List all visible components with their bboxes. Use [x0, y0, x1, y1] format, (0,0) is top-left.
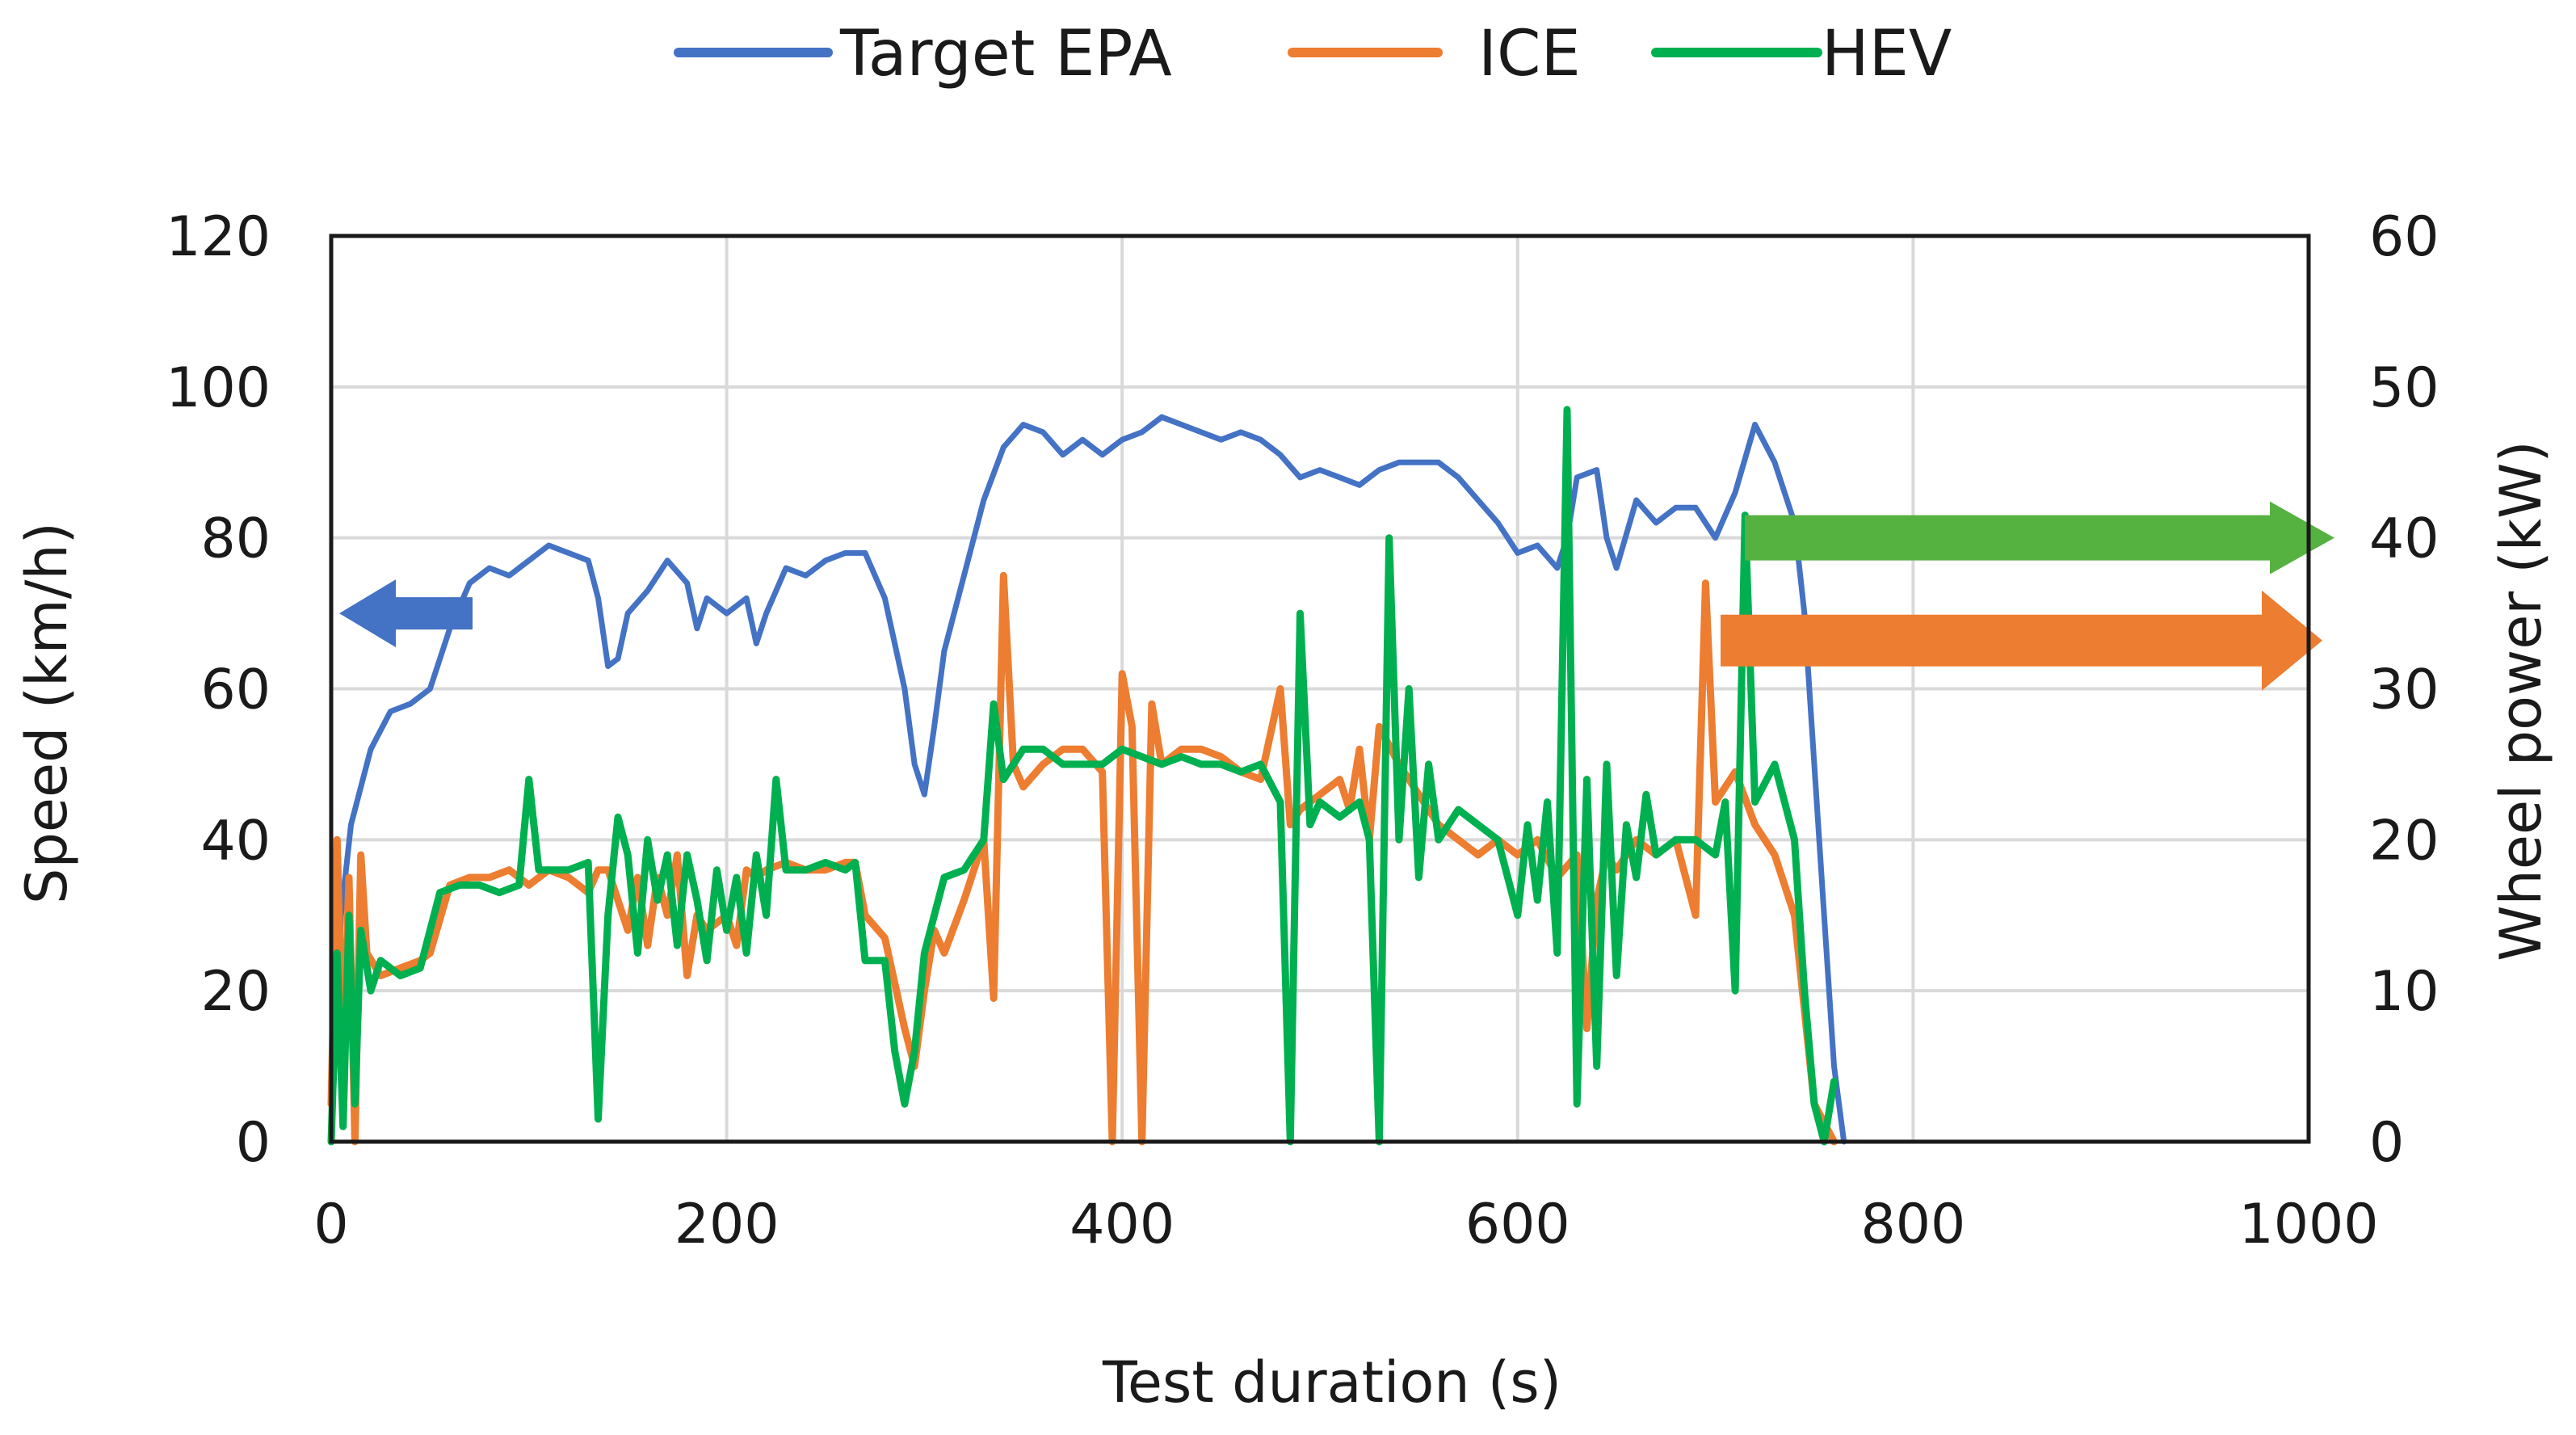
- y-tick-label-1: 20: [200, 960, 271, 1024]
- x-tick-label-3: 600: [1465, 1193, 1570, 1256]
- y2-tick-label-3: 30: [2369, 659, 2439, 722]
- series-line-target-epa: [328, 414, 1847, 1145]
- axis-indicator-arrows: [339, 501, 2334, 691]
- y-axis-title: Speed (km/h): [14, 522, 80, 904]
- x-tick-label-2: 400: [1069, 1193, 1175, 1256]
- y-tick-label-4: 80: [200, 507, 271, 571]
- y-tick-label-0: 0: [236, 1111, 271, 1175]
- y-tick-label-3: 60: [200, 659, 271, 722]
- speed-axis-arrow: [339, 579, 473, 648]
- legend-label-target-epa: Target EPA: [839, 18, 1172, 90]
- x-tick-label-4: 800: [1861, 1193, 1966, 1256]
- tick-labels: 0 200 400 600 800 1000 0 20 40 60 80 100 120 0 10 20 30 4…: [166, 205, 2439, 1256]
- y2-tick-label-5: 50: [2369, 356, 2439, 420]
- y-tick-label-2: 40: [200, 809, 271, 873]
- legend-label-hev: HEV: [1822, 18, 1952, 90]
- y2-axis-title: Wheel power (kW): [2488, 440, 2554, 961]
- y-tick-label-5: 100: [166, 356, 271, 420]
- gridlines: [330, 234, 2310, 1143]
- y2-tick-label-6: 60: [2369, 205, 2439, 269]
- series-line-hev: [327, 406, 1838, 1146]
- legend: Target EPA ICE HEV: [674, 18, 1952, 90]
- x-axis-title: Test duration (s): [1102, 1349, 1561, 1416]
- hev-power-arrow: [1745, 501, 2334, 574]
- x-tick-label-0: 0: [313, 1193, 348, 1256]
- ice-power-arrow: [1721, 590, 2322, 691]
- plot-frame: [329, 234, 2311, 1144]
- y2-tick-label-1: 10: [2369, 960, 2439, 1024]
- series-layer: [327, 406, 1847, 1146]
- y2-tick-label-2: 20: [2369, 809, 2439, 873]
- x-tick-label-5: 1000: [2238, 1193, 2378, 1256]
- y2-tick-label-4: 40: [2369, 507, 2439, 571]
- y-tick-label-6: 120: [166, 205, 271, 269]
- legend-label-ice: ICE: [1478, 18, 1581, 90]
- x-tick-label-1: 200: [674, 1193, 780, 1256]
- y2-tick-label-0: 0: [2369, 1111, 2404, 1175]
